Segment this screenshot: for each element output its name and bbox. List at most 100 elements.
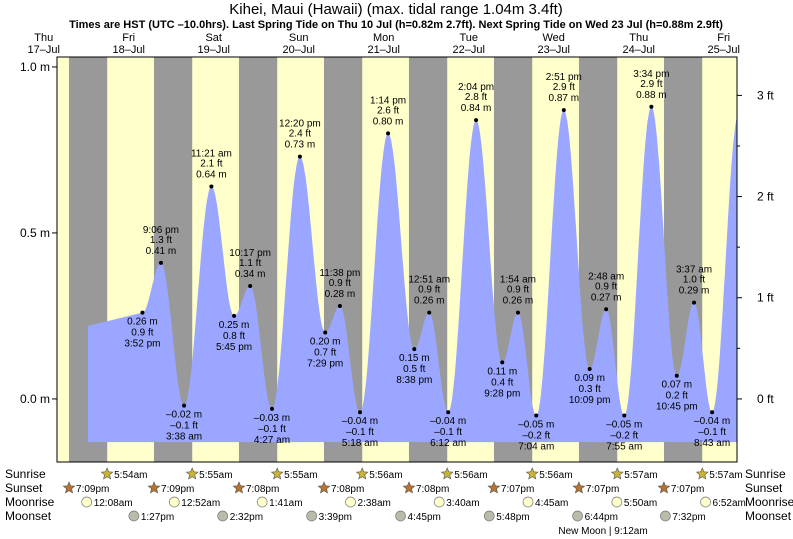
tide-time: 7:04 am	[518, 442, 554, 453]
day-name: Mon	[373, 32, 394, 44]
tide-point	[386, 131, 391, 136]
sunrise-time: 5:55am	[284, 470, 317, 481]
tide-point	[622, 413, 627, 418]
moonrise-icon	[168, 496, 180, 508]
tide-time: 9:28 pm	[484, 388, 520, 399]
tide-height-ft: –0.1 ft	[346, 427, 374, 438]
tide-point	[140, 310, 145, 315]
sunset-time: 7:09pm	[76, 484, 109, 495]
day-name: Fri	[122, 32, 135, 44]
tide-point	[269, 406, 274, 411]
tide-height-m: 0.25 m	[219, 320, 250, 331]
moonset-time: 7:32pm	[672, 512, 705, 523]
moonset-time: 3:39pm	[319, 512, 352, 523]
moonrise-time: 12:08am	[94, 498, 133, 509]
sunset-time: 7:08pm	[331, 484, 364, 495]
tide-time: 7:29 pm	[307, 359, 343, 370]
tide-area	[88, 106, 737, 443]
tide-point	[323, 330, 328, 335]
tide-point	[500, 360, 505, 365]
moonset-time: 6:44pm	[585, 512, 618, 523]
moonrise-icon	[611, 496, 623, 508]
moonrise-icon	[433, 496, 445, 508]
tide-height-ft: 2.9 ft	[553, 82, 575, 93]
tide-labels: 0.26 m0.9 ft3:52 pm9:06 pm1.3 ft0.41 m–0…	[124, 69, 730, 453]
day-name: Thu	[34, 32, 53, 44]
tide-height-m: 0.64 m	[196, 169, 227, 180]
tide-height-m: 0.27 m	[591, 292, 622, 303]
sunrise-time: 5:54am	[114, 470, 147, 481]
y-tick-label-left: 0.5 m	[20, 226, 50, 240]
tide-point	[209, 184, 214, 189]
day-date: 21–Jul	[368, 44, 400, 56]
tide-time: 3:34 pm	[633, 69, 669, 80]
tide-height-ft: –0.1 ft	[698, 427, 726, 438]
chart-subtitle: Times are HST (UTC –10.0hrs). Last Sprin…	[69, 19, 723, 31]
tide-height-ft: 0.9 ft	[131, 328, 153, 339]
tide-point	[337, 303, 342, 308]
tide-time: 9:06 pm	[143, 225, 179, 236]
tide-height-ft: 0.8 ft	[223, 331, 245, 342]
moonrise-time: 6:52am	[713, 498, 746, 509]
sunset-time: 7:08pm	[246, 484, 279, 495]
sunset-row-label: Sunset	[5, 481, 43, 495]
moonset-icon	[306, 510, 317, 522]
tide-height-ft: 0.4 ft	[491, 377, 513, 388]
tide-point	[649, 104, 654, 109]
tide-height-m: –0.04 m	[694, 416, 730, 427]
sunset-row-label-right: Sunset	[745, 481, 783, 495]
tide-height-m: –0.02 m	[166, 410, 202, 421]
moonset-icon	[483, 510, 495, 522]
tide-height-ft: 0.7 ft	[314, 348, 336, 359]
sunset-icon	[487, 481, 501, 494]
moonrise-icon	[345, 496, 356, 508]
tide-height-ft: 0.3 ft	[579, 384, 601, 395]
tide-height-m: 0.73 m	[285, 140, 316, 151]
y-tick-label-left: 1.0 m	[20, 60, 50, 74]
tide-point	[427, 310, 432, 315]
plot-frame	[56, 56, 738, 463]
day-date: 23–Jul	[538, 44, 570, 56]
tide-height-m: –0.05 m	[606, 420, 642, 431]
sunrise-icon	[610, 467, 624, 480]
tide-height-m: 0.09 m	[574, 373, 605, 384]
moonset-icon	[660, 510, 671, 522]
tide-height-ft: –0.2 ft	[610, 431, 638, 442]
tide-time: 12:51 am	[408, 275, 450, 286]
tide-time: 5:45 pm	[216, 342, 252, 353]
tide-point	[158, 260, 163, 265]
tide-height-m: 0.84 m	[461, 103, 492, 114]
day-name: Thu	[629, 32, 648, 44]
tide-time: 3:38 am	[166, 432, 202, 443]
tide-point	[604, 307, 609, 312]
y-tick-label-right: 1 ft	[757, 291, 774, 305]
sunrise-time: 5:56am	[369, 470, 402, 481]
sunset-icon	[232, 481, 246, 494]
moonrise-time: 12:52am	[181, 498, 220, 509]
tide-height-ft: –0.1 ft	[258, 424, 286, 435]
tide-point	[412, 347, 417, 352]
tide-height-m: –0.05 m	[518, 420, 554, 431]
day-name: Tue	[459, 32, 478, 44]
tide-height-ft: 0.5 ft	[403, 364, 425, 375]
tide-height-ft: 2.1 ft	[200, 158, 222, 169]
sunrise-icon	[525, 467, 539, 480]
day-headers: Thu17–JulFri18–JulSat19–JulSun20–JulMon2…	[28, 32, 740, 56]
tide-point	[248, 284, 253, 289]
tide-time: 10:17 pm	[229, 248, 271, 259]
tide-point	[674, 373, 679, 378]
sunrise-icon	[100, 467, 114, 480]
moonrise-row-label-right: Moonrise	[745, 495, 793, 509]
tide-height-ft: 0.9 ft	[595, 281, 617, 292]
moonrise-icon	[256, 496, 268, 508]
tide-height-m: 0.26 m	[127, 317, 158, 328]
tide-height-m: 0.20 m	[310, 337, 341, 348]
tide-point	[182, 403, 187, 408]
day-name: Fri	[717, 32, 730, 44]
moonset-time: 2:32pm	[230, 512, 263, 523]
day-name: Wed	[543, 32, 565, 44]
tide-time: 10:09 pm	[569, 395, 611, 406]
moonset-row-label: Moonset	[5, 509, 52, 523]
tide-time: 11:38 pm	[319, 268, 360, 279]
